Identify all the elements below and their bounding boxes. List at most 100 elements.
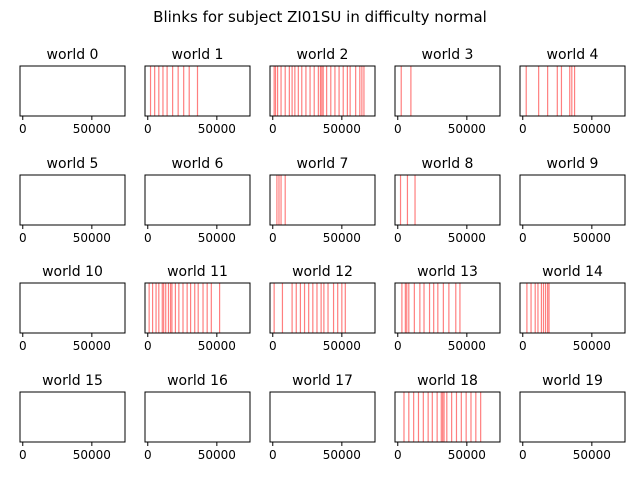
x-tick-label: 50000 — [323, 231, 361, 245]
x-tick-label: 0 — [269, 339, 277, 353]
axes-frame — [269, 391, 376, 443]
x-tick-label: 50000 — [73, 231, 111, 245]
x-tick-label: 50000 — [198, 448, 236, 462]
x-tick-label: 0 — [394, 122, 402, 136]
axes-frame — [394, 174, 501, 226]
axes-frame — [19, 391, 126, 443]
axes-frame — [519, 174, 626, 226]
x-tick-label: 0 — [269, 231, 277, 245]
subplot-panel: world 18 0 50000 — [394, 373, 501, 462]
panel-title: world 5 — [47, 156, 99, 172]
x-tick-label: 0 — [19, 122, 27, 136]
panel-title: world 14 — [542, 264, 603, 280]
x-tick-label: 0 — [519, 231, 527, 245]
axes-frame — [269, 65, 376, 117]
x-tick-label: 50000 — [198, 339, 236, 353]
subplot-panel: world 1 0 50000 — [144, 47, 251, 136]
panel-title: world 10 — [42, 264, 103, 280]
x-tick-label: 50000 — [448, 122, 486, 136]
panel-title: world 7 — [297, 156, 349, 172]
panel-title: world 13 — [417, 264, 478, 280]
panel-title: world 11 — [167, 264, 228, 280]
subplot-panel: world 14 0 50000 — [519, 264, 626, 353]
subplot-panel: world 13 0 50000 — [394, 264, 501, 353]
axes-frame — [519, 391, 626, 443]
subplot-panel: world 8 0 50000 — [394, 156, 501, 245]
x-tick-label: 50000 — [448, 448, 486, 462]
x-tick-label: 0 — [269, 122, 277, 136]
x-tick-label: 0 — [144, 122, 152, 136]
subplot-panel: world 16 0 50000 — [144, 373, 251, 462]
subplot-panel: world 2 0 50000 — [269, 47, 376, 136]
subplot-panel: world 11 0 50000 — [144, 264, 251, 353]
axes-frame — [519, 282, 626, 334]
panel-title: world 17 — [292, 373, 353, 389]
axes-frame — [269, 174, 376, 226]
axes-frame — [269, 282, 376, 334]
panel-title: world 19 — [542, 373, 603, 389]
axes-frame — [394, 65, 501, 117]
x-tick-label: 50000 — [73, 448, 111, 462]
x-tick-label: 0 — [144, 448, 152, 462]
figure-title: Blinks for subject ZI01SU in difficulty … — [153, 8, 487, 26]
x-tick-label: 0 — [394, 231, 402, 245]
x-tick-label: 50000 — [73, 122, 111, 136]
axes-frame — [394, 391, 501, 443]
panel-title: world 8 — [422, 156, 474, 172]
x-tick-label: 50000 — [573, 231, 611, 245]
axes-frame — [19, 282, 126, 334]
panel-title: world 18 — [417, 373, 478, 389]
axes-frame — [394, 282, 501, 334]
panel-title: world 9 — [547, 156, 599, 172]
panel-title: world 1 — [172, 47, 224, 63]
x-tick-label: 0 — [19, 339, 27, 353]
x-tick-label: 50000 — [573, 339, 611, 353]
x-tick-label: 0 — [394, 448, 402, 462]
x-tick-label: 50000 — [573, 448, 611, 462]
x-tick-label: 0 — [519, 122, 527, 136]
x-tick-label: 50000 — [73, 339, 111, 353]
x-tick-label: 0 — [144, 339, 152, 353]
subplot-panel: world 15 0 50000 — [19, 373, 126, 462]
panel-title: world 3 — [422, 47, 474, 63]
subplot-panel: world 17 0 50000 — [269, 373, 376, 462]
axes-frame — [19, 65, 126, 117]
x-tick-label: 50000 — [323, 339, 361, 353]
axes-frame — [19, 174, 126, 226]
x-tick-label: 50000 — [448, 231, 486, 245]
axes-frame — [144, 282, 251, 334]
panel-title: world 2 — [297, 47, 349, 63]
x-tick-label: 0 — [269, 448, 277, 462]
x-tick-label: 0 — [144, 231, 152, 245]
panel-title: world 6 — [172, 156, 224, 172]
subplot-panel: world 3 0 50000 — [394, 47, 501, 136]
x-tick-label: 0 — [519, 448, 527, 462]
x-tick-label: 50000 — [448, 339, 486, 353]
axes-frame — [519, 65, 626, 117]
x-tick-label: 50000 — [573, 122, 611, 136]
panel-title: world 15 — [42, 373, 103, 389]
x-tick-label: 50000 — [323, 448, 361, 462]
x-tick-label: 0 — [19, 231, 27, 245]
x-tick-label: 0 — [394, 339, 402, 353]
panel-title: world 4 — [547, 47, 599, 63]
subplot-panel: world 10 0 50000 — [19, 264, 126, 353]
panel-title: world 0 — [47, 47, 99, 63]
subplot-panel: world 0 0 50000 — [19, 47, 126, 136]
axes-frame — [144, 65, 251, 117]
x-tick-label: 50000 — [323, 122, 361, 136]
panel-title: world 12 — [292, 264, 353, 280]
subplot-panel: world 9 0 50000 — [519, 156, 626, 245]
x-tick-label: 0 — [19, 448, 27, 462]
panel-title: world 16 — [167, 373, 228, 389]
subplot-panel: world 12 0 50000 — [269, 264, 376, 353]
axes-frame — [144, 174, 251, 226]
subplot-panel: world 7 0 50000 — [269, 156, 376, 245]
subplot-panel: world 5 0 50000 — [19, 156, 126, 245]
x-tick-label: 50000 — [198, 231, 236, 245]
x-tick-label: 0 — [519, 339, 527, 353]
axes-frame — [144, 391, 251, 443]
subplot-panel: world 4 0 50000 — [519, 47, 626, 136]
